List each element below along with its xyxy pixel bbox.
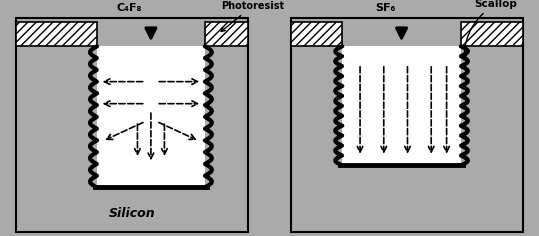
Bar xyxy=(291,22,342,46)
Text: Silicon: Silicon xyxy=(109,207,155,220)
Bar xyxy=(16,22,97,46)
Text: C₄F₈: C₄F₈ xyxy=(116,3,142,13)
Bar xyxy=(291,18,523,232)
Bar xyxy=(16,18,248,232)
Text: Scallop: Scallop xyxy=(462,0,517,60)
Text: SF₆: SF₆ xyxy=(375,3,396,13)
Bar xyxy=(97,46,205,187)
Bar xyxy=(461,22,523,46)
Bar xyxy=(205,22,248,46)
Bar xyxy=(342,46,461,165)
Text: Photoresist: Photoresist xyxy=(221,1,284,31)
